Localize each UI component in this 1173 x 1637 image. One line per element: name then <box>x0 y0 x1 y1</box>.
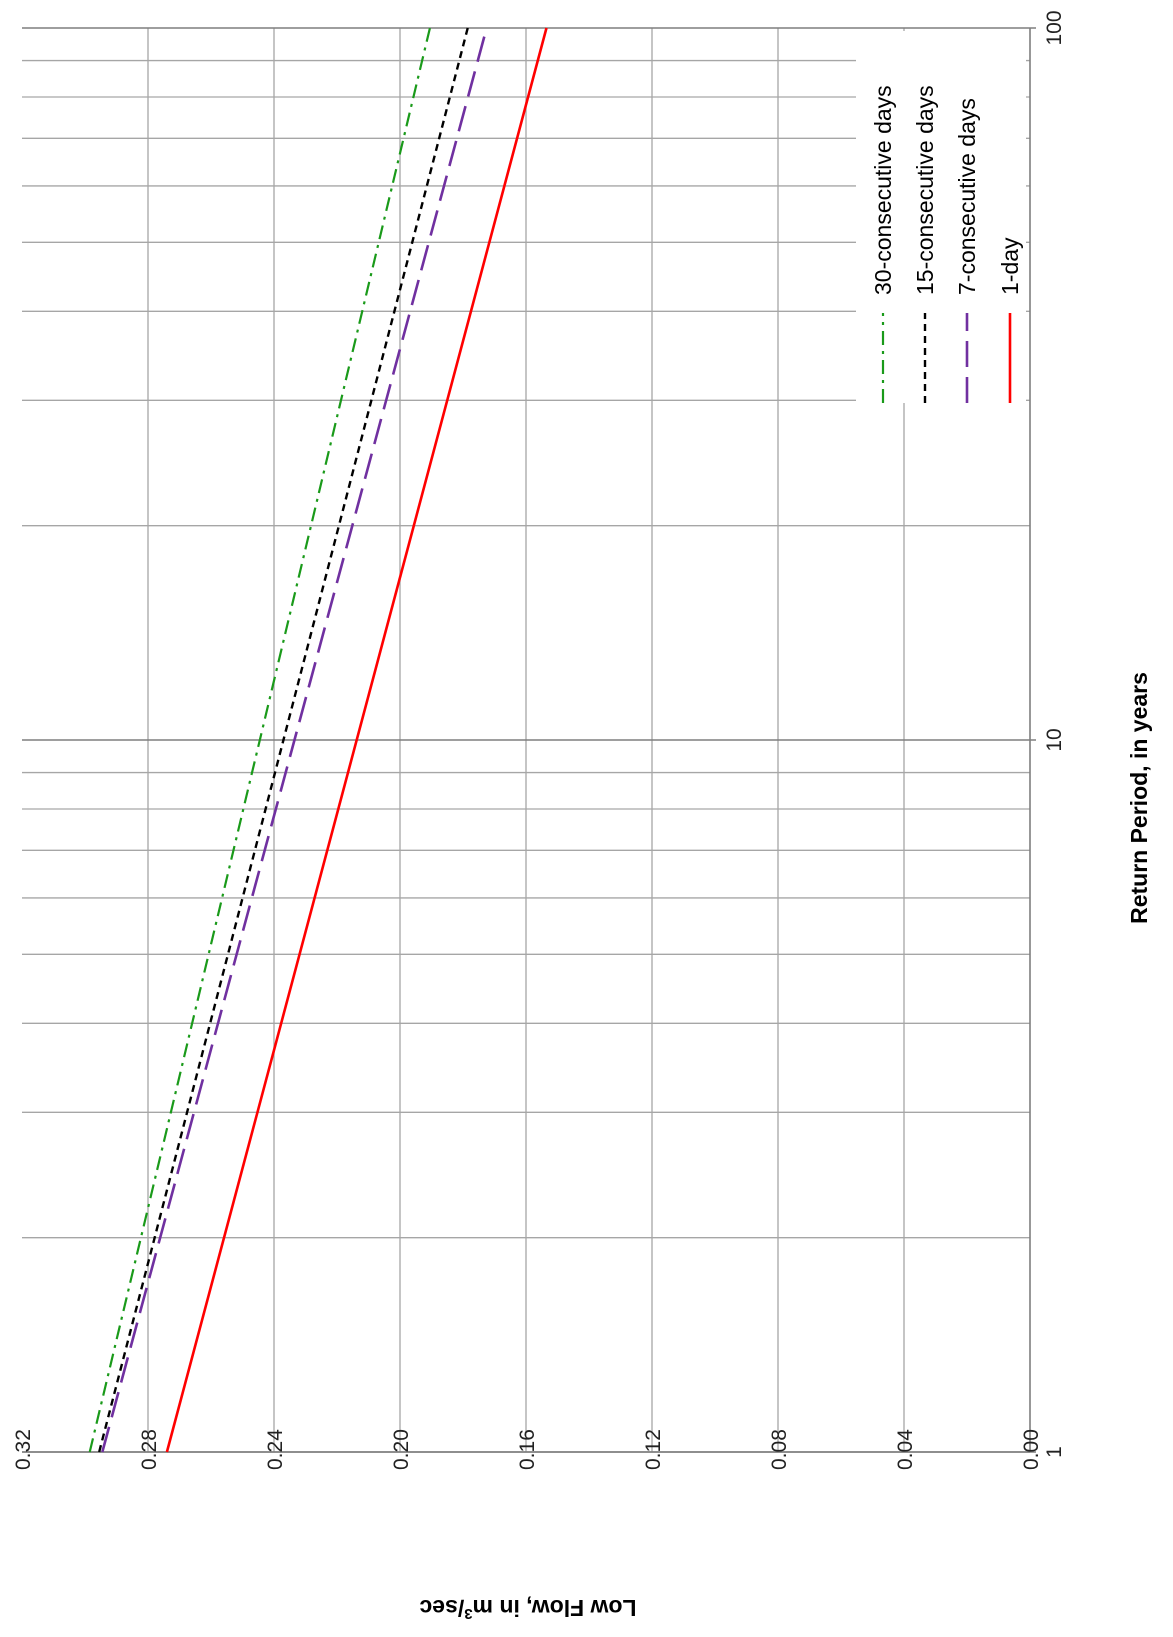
legend-label-0: 30-consecutive days <box>870 85 896 295</box>
x-tick-label: 10 <box>1043 728 1066 751</box>
y-tick-label: 0.32 <box>12 1429 35 1470</box>
legend-label-2: 7-consecutive days <box>954 98 980 295</box>
y-tick-label: 0.04 <box>894 1429 917 1470</box>
y-tick-label: 0.08 <box>768 1429 791 1470</box>
series-line-0 <box>88 27 431 1453</box>
y-axis-title-suffix: /sec <box>419 1595 464 1621</box>
tick-labels: 0.00 0.04 0.08 0.12 0.16 0.20 0.24 0.28 0.32 1 10 1… <box>12 10 1066 1470</box>
series-lines <box>88 27 548 1453</box>
y-axis-title: Low Flow, in m3/sec <box>419 1595 636 1622</box>
series-line-1 <box>98 27 469 1453</box>
y-tick-label: 0.00 <box>1020 1429 1043 1470</box>
y-tick-label: 0.20 <box>390 1429 413 1470</box>
series-line-3 <box>165 27 548 1453</box>
y-tick-label: 0.16 <box>516 1429 539 1470</box>
x-tick-label: 1 <box>1043 1446 1066 1458</box>
legend-label-3: 1-day <box>997 237 1023 295</box>
y-tick-label: 0.12 <box>642 1429 665 1470</box>
x-axis-title: Return Period, in years <box>1126 672 1152 924</box>
x-tick-label: 100 <box>1043 10 1066 45</box>
series-line-2 <box>101 27 488 1453</box>
legend: 30-consecutive days 15-consecutive days 7-… <box>856 31 1026 403</box>
y-axis-title-superscript: 3 <box>464 1605 472 1622</box>
y-axis-title-prefix: Low Flow, in m <box>473 1595 637 1621</box>
y-tick-label: 0.28 <box>138 1429 161 1470</box>
legend-label-1: 15-consecutive days <box>912 85 938 295</box>
legend-background <box>856 31 1026 403</box>
y-tick-label: 0.24 <box>264 1429 287 1470</box>
